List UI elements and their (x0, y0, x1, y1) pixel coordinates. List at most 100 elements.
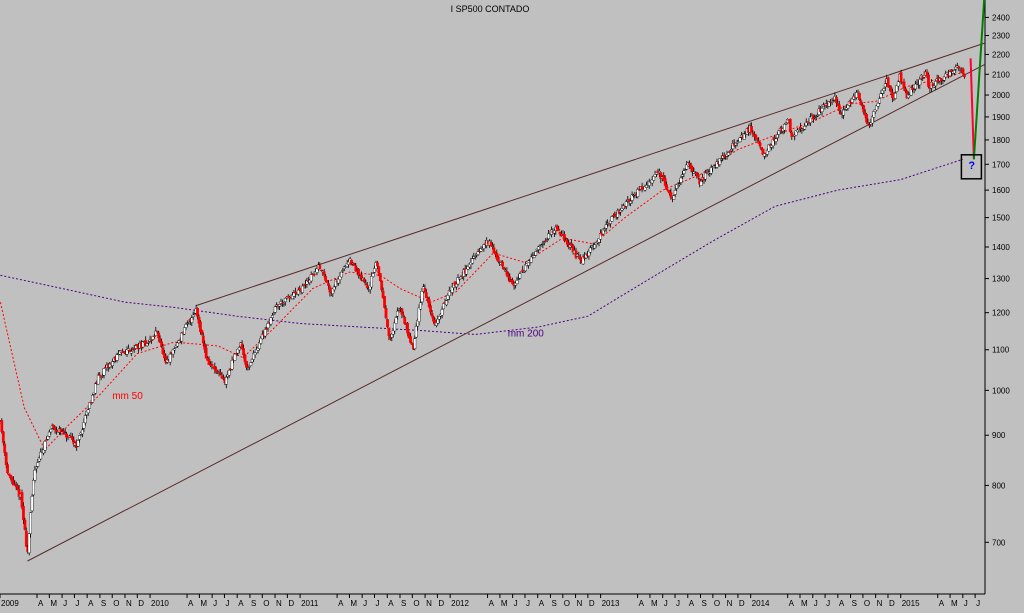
candle-down (198, 321, 202, 332)
x-tick-label: J (976, 599, 980, 608)
candle-down (865, 113, 869, 123)
candle-down (750, 125, 753, 133)
candle-up (332, 286, 336, 291)
candle-up (341, 269, 345, 272)
candle-down (318, 265, 322, 269)
y-tick-label: 1800 (992, 136, 1010, 145)
candle-down (755, 137, 759, 140)
y-tick-label: 2300 (992, 32, 1010, 41)
candle-down (696, 174, 700, 178)
candle-down (364, 283, 368, 286)
candle-down (7, 473, 11, 476)
candle-up (540, 244, 543, 246)
y-tick-label: 1600 (992, 186, 1010, 195)
candle-up (518, 273, 522, 279)
candle-up (125, 349, 129, 355)
x-tick-label: N (426, 599, 432, 608)
candle-up (278, 304, 281, 307)
x-tick-label: J (664, 599, 668, 608)
candle-up (922, 75, 926, 78)
candle-down (637, 189, 641, 191)
x-tick-label: A (789, 599, 795, 608)
candle-down (406, 322, 409, 334)
candle-up (442, 303, 445, 310)
candle-up (515, 280, 519, 284)
y-tick-label: 1700 (992, 160, 1010, 169)
candle-up (699, 180, 703, 186)
candle-up (193, 313, 197, 315)
candle-down (65, 433, 69, 438)
candle-up (704, 172, 707, 180)
candle-up (675, 184, 679, 189)
x-tick-label: J (826, 599, 830, 608)
x-tick-label: M (651, 599, 658, 608)
candle-up (683, 169, 687, 171)
candle-up (529, 256, 533, 263)
candle-down (612, 214, 615, 217)
candle-up (709, 167, 713, 174)
candle-up (43, 441, 47, 451)
x-tick-label: A (639, 599, 645, 608)
candle-up (774, 138, 778, 142)
candle-down (3, 443, 7, 453)
candle-down (401, 314, 405, 317)
candle-up (679, 177, 683, 183)
candle-down (363, 278, 366, 283)
candle-up (259, 337, 263, 344)
x-tick-label: M (951, 599, 958, 608)
candle-up (250, 359, 254, 363)
candle-up (83, 415, 87, 424)
candle-down (210, 363, 214, 367)
candle-up (843, 109, 847, 111)
candle-down (403, 317, 407, 324)
candle-up (111, 361, 115, 366)
x-tick-label: A (539, 599, 545, 608)
candle-up (915, 82, 919, 85)
candle-down (365, 285, 369, 289)
candle-down (899, 72, 903, 83)
candle-up (173, 348, 176, 351)
candle-up (30, 496, 34, 512)
candle-up (878, 98, 882, 104)
candle-up (108, 363, 112, 368)
x-tick-label: J (363, 599, 367, 608)
candle-up (894, 92, 897, 99)
candle-down (409, 336, 412, 343)
candle-up (371, 273, 375, 277)
candle-up (796, 129, 799, 133)
candle-up (643, 186, 647, 191)
candle-down (423, 287, 427, 292)
candle-up (734, 142, 738, 146)
candle-up (842, 109, 846, 116)
candle-up (604, 224, 608, 229)
candle-down (859, 100, 863, 105)
x-tick-label: 2012 (451, 599, 469, 608)
x-tick-label: M (350, 599, 357, 608)
candle-down (155, 331, 159, 333)
candle-up (419, 302, 422, 310)
candle-down (386, 319, 389, 328)
candle-down (502, 267, 506, 270)
candle-up (93, 383, 97, 394)
candle-up (629, 200, 633, 204)
candle-up (793, 134, 797, 137)
candle-up (283, 298, 287, 302)
candle-down (378, 273, 382, 281)
candle-down (13, 484, 17, 486)
candle-down (204, 347, 208, 359)
candle-up (101, 375, 105, 377)
candle-down (201, 335, 205, 344)
candle-up (32, 480, 35, 496)
candle-up (482, 244, 486, 249)
candle-up (534, 251, 538, 256)
candle-up (636, 189, 640, 197)
candle-up (184, 324, 188, 328)
candle-up (673, 189, 677, 195)
candle-down (902, 81, 906, 89)
candle-down (790, 132, 794, 138)
candle-up (682, 170, 686, 175)
candle-up (78, 435, 81, 440)
x-tick-label: M (50, 599, 57, 608)
candle-up (545, 239, 549, 241)
